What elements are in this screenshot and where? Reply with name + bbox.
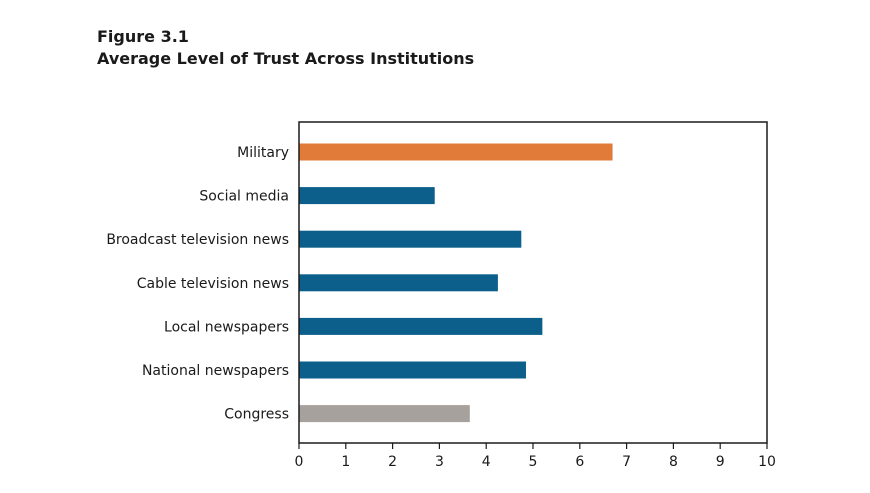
category-label-local-newspapers: Local newspapers: [164, 319, 289, 335]
category-label-military: Military: [237, 145, 289, 161]
bar-military: [299, 143, 613, 161]
bar-congress: [299, 405, 470, 423]
x-tick-label: 7: [622, 454, 631, 470]
category-label-social-media: Social media: [199, 189, 289, 205]
figure-number: Figure 3.1: [97, 27, 189, 46]
bar-social-media: [299, 187, 435, 205]
category-label-national-newspapers: National newspapers: [142, 363, 289, 379]
x-tick-label: 2: [388, 454, 397, 470]
x-tick-label: 5: [529, 454, 538, 470]
category-label-congress: Congress: [224, 407, 289, 423]
category-label-cable-television-news: Cable television news: [137, 276, 289, 292]
figure-title: Average Level of Trust Across Institutio…: [97, 49, 475, 68]
x-tick-label: 10: [758, 454, 776, 470]
bar-national-newspapers: [299, 361, 526, 379]
x-tick-label: 1: [341, 454, 350, 470]
x-tick-label: 6: [575, 454, 584, 470]
bar-local-newspapers: [299, 317, 543, 335]
bars-group: [299, 143, 613, 423]
category-label-broadcast-television-news: Broadcast television news: [106, 232, 289, 248]
figure-title-block: Figure 3.1 Average Level of Trust Across…: [97, 26, 474, 70]
x-tick-label: 8: [669, 454, 678, 470]
category-labels: Military Social media Broadcast television…: [106, 145, 289, 423]
x-tick-label: 0: [295, 454, 304, 470]
x-tick-label: 4: [482, 454, 491, 470]
x-axis-ticks: 0 1 2 3 4 5 6 7 8 9 10: [295, 443, 776, 470]
bar-cable-television-news: [299, 274, 498, 292]
x-tick-label: 3: [435, 454, 444, 470]
x-tick-label: 9: [716, 454, 725, 470]
bar-broadcast-television-news: [299, 230, 522, 248]
